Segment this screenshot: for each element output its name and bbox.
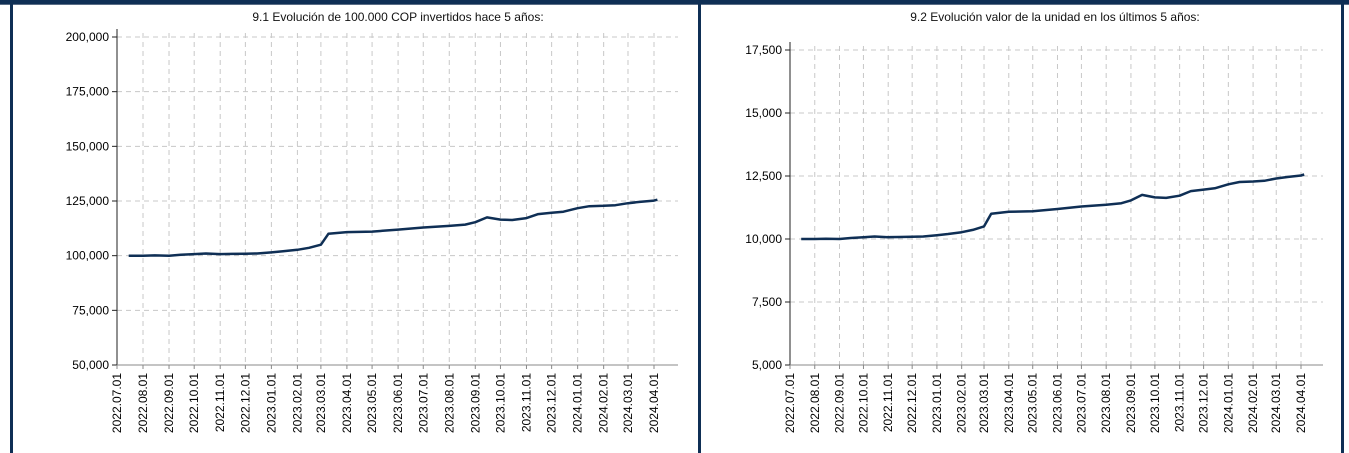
chart-2-x-tick-label: 2022.11.01 [881,373,895,432]
chart-1-y-tick-label: 200,000 [66,30,110,44]
chart-1-y-tick-label: 175,000 [66,85,110,99]
chart-2-x-tick-label: 2022.10.01 [856,373,870,433]
chart-2-x-tick-label: 2023.09.01 [1124,373,1138,433]
chart-1-x-tick-label: 2023.03.01 [314,373,328,433]
top-border [0,0,1349,4]
chart-1-y-tick-label: 125,000 [66,194,110,208]
chart-2-x-tick-label: 2023.04.01 [1002,373,1016,433]
chart-1-x-tick-label: 2022.08.01 [136,373,150,433]
chart-1-series-line [128,198,658,257]
chart-1-x-tick-label: 2023.09.01 [468,373,482,433]
left-frame-border [10,4,13,453]
chart-2-x-tick-label: 2024.03.01 [1269,373,1283,433]
chart-1-x-tick-label: 2023.04.01 [340,373,354,433]
chart-2-title: 9.2 Evolución valor de la unidad en los … [910,10,1200,24]
chart-2-x-tick-label: 2024.02.01 [1246,373,1260,433]
chart-2-x-tick-label: 2024.01.01 [1221,373,1235,433]
chart-1-y-tick-label: 50,000 [72,358,109,372]
chart-1-x-tick-label: 2023.12.01 [545,373,559,433]
chart-2-y-tick-label: 7,500 [752,295,782,309]
chart-1-x-tick-label: 2023.02.01 [290,373,304,433]
chart-1-x-tick-label: 2022.07.01 [110,373,124,433]
chart-1-plot: 200,000 175,000 150,000 125,000 100,000 75,00… [66,29,678,433]
chart-1-y-tick-label: 100,000 [66,249,110,263]
chart-1-x-tick-label: 2023.07.01 [416,373,430,433]
chart-2-x-tick-label: 2023.05.01 [1026,373,1040,433]
chart-2-y-tick-label: 15,000 [745,106,782,120]
chart-2-x-tick-label: 2023.06.01 [1050,373,1064,433]
chart-1-x-tick-label: 2024.04.01 [647,373,661,433]
chart-1-title: 9.1 Evolución de 100.000 COP invertidos … [252,10,544,24]
chart-2-y-tick-label: 17,500 [745,43,782,57]
chart-1-x-tick-label: 2023.10.01 [493,373,507,433]
chart-2-x-tick-label: 2023.11.01 [1173,373,1187,432]
right-frame-border [1341,4,1344,453]
chart-2-x-tick-label: 2023.03.01 [977,373,991,433]
chart-1-y-tick-label: 150,000 [66,139,110,153]
chart-2-x-tick-label: 2023.02.01 [955,373,969,433]
chart-2-x-tick-label: 2022.09.01 [833,373,847,433]
chart-2-y-tick-label: 12,500 [745,169,782,183]
chart-2-y-tick-label: 10,000 [745,232,782,246]
chart-1-x-tick-label: 2024.01.01 [571,373,585,433]
chart-1-x-tick-label: 2023.05.01 [365,373,379,433]
chart-1-x-tick-label: 2023.11.01 [519,373,533,432]
chart-2-x-tick-label: 2023.08.01 [1099,373,1113,433]
chart-2-x-tick-label: 2024.04.01 [1294,373,1308,433]
chart-1-x-tick-label: 2024.02.01 [597,373,611,433]
chart-1-x-tick-label: 2022.09.01 [162,373,176,433]
chart-1-x-tick-label: 2022.10.01 [187,373,201,433]
chart-2-x-tick-label: 2023.07.01 [1074,373,1088,433]
chart-2-x-tick-label: 2023.12.01 [1197,373,1211,433]
chart-2-series-line [801,173,1305,241]
chart-1-x-tick-label: 2022.12.01 [238,373,252,433]
chart-2-x-tick-label: 2022.08.01 [808,373,822,433]
chart-2-x-tick-label: 2023.01.01 [930,373,944,433]
chart-2-x-tick-label: 2022.07.01 [783,373,797,433]
chart-2-y-tick-label: 5,000 [752,358,782,372]
chart-2-x-tick-label: 2022.12.01 [905,373,919,433]
chart-1-x-tick-label: 2023.01.01 [264,373,278,433]
chart-1-x-tick-label: 2023.08.01 [442,373,456,433]
chart-1-x-tick-label: 2022.11.01 [213,373,227,432]
chart-1-x-tick-label: 2023.06.01 [391,373,405,433]
chart-2-x-tick-label: 2023.10.01 [1148,373,1162,433]
chart-1-x-tick-label: 2024.03.01 [621,373,635,433]
center-frame-border-left [698,4,701,453]
chart-1-y-tick-label: 75,000 [72,303,109,317]
top-border-highlight [0,4,1349,5]
